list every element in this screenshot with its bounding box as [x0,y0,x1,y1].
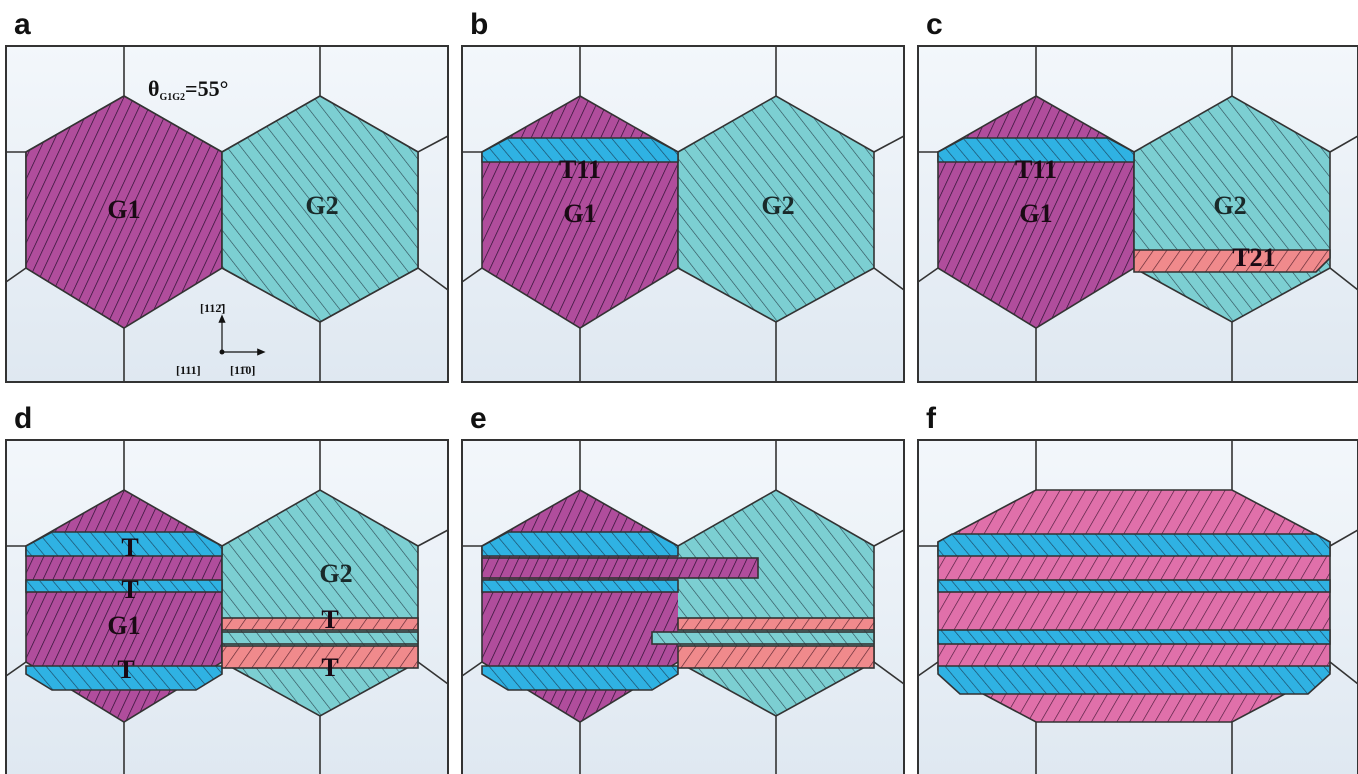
grain-boundaries [917,440,1358,774]
panel-letter-f: f [926,402,936,435]
twin-pink-2 [677,645,875,669]
axis-right-label: [11̄0] [230,363,255,377]
panel-f [917,439,1358,774]
twin-blue-3 [481,665,679,691]
panel-letter-b: b [470,8,489,41]
twin-pink-2 [221,645,419,669]
grain-boundaries [461,46,905,382]
panel-letter-a: a [14,8,31,41]
panel-e [461,439,905,774]
crystal-axes: [112̄] [111] [11̄0] [176,301,266,377]
twin-band-3 [937,629,1331,645]
panel-letter-e: e [470,402,487,435]
twin-t21 [1133,249,1331,273]
panel-letter-c: c [926,8,943,41]
twin-pink-1 [221,617,419,631]
twin-teal-sliver [221,631,419,645]
grain-outline [481,489,875,723]
label-t-1: T [121,533,138,562]
label-g1: G1 [107,611,140,640]
grain-boundaries [917,46,1358,382]
label-t11: T11 [1015,155,1057,184]
panel-c: T11 G1 G2 T21 [917,45,1358,383]
label-g2: G2 [761,191,794,220]
panel-b: T11 G1 G2 [461,45,905,383]
label-g2: G2 [305,191,338,220]
twin-teal-extension [651,631,875,645]
label-t-4: T [321,605,338,634]
label-t-2: T [121,575,138,604]
twin-t11 [481,137,679,163]
label-g2: G2 [319,559,352,588]
twin-band-4 [937,665,1331,695]
label-g2: G2 [1213,191,1246,220]
misorientation-angle-label: θG1G2=55° [148,76,228,103]
grain-boundaries [461,440,905,774]
panel-letter-d: d [14,402,33,435]
twin-band-2 [937,579,1331,593]
label-g1: G1 [107,195,140,224]
twin-blue-2 [481,579,679,593]
twin-purple-extension [481,557,759,579]
panel-d: T T G1 T G2 T T [5,439,449,774]
axis-up-label: [112̄] [200,301,225,315]
twin-pink-1 [677,617,875,631]
panel-a: G1 G2 θG1G2=55° [112̄] [111] [11̄0] [5,45,449,383]
twin-t11 [937,137,1135,163]
twin-blue-1 [481,531,679,557]
label-g1: G1 [1019,199,1052,228]
grain-g2 [677,95,875,323]
label-t11: T11 [559,155,601,184]
label-t-3: T [117,655,134,684]
label-t21: T21 [1232,243,1275,272]
label-g1: G1 [563,199,596,228]
twin-blue-2 [25,579,223,593]
grain-boundaries [5,440,449,774]
axis-origin-label: [111] [176,363,201,377]
label-t-5: T [321,653,338,682]
grain-g2 [221,95,419,323]
twin-band-1 [937,533,1331,557]
twin-blue-1 [25,531,223,557]
